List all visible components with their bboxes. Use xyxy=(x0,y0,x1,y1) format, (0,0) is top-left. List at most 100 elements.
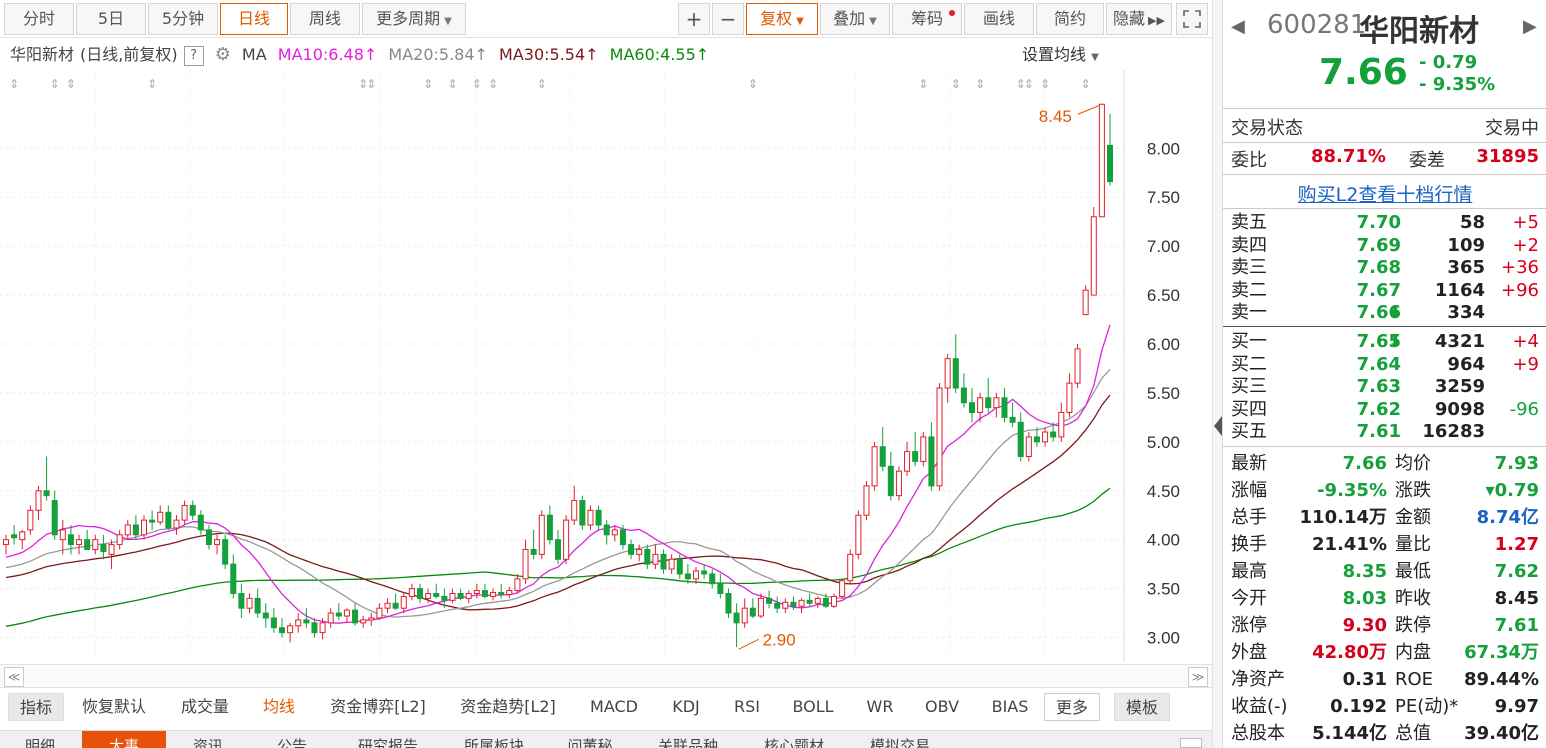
candle-body xyxy=(449,593,456,601)
candle-body xyxy=(335,612,342,617)
candle-body xyxy=(1001,397,1008,418)
high-annotation: 8.45 xyxy=(1039,107,1072,126)
stat-label: ROE xyxy=(1395,669,1434,690)
stock-code: 600281 xyxy=(1267,10,1367,40)
panel-toggle-button[interactable] xyxy=(1180,738,1202,748)
hide-button[interactable]: 隐藏 ▶▶ xyxy=(1106,3,1172,35)
indicator-ma[interactable]: 均线 xyxy=(262,697,295,716)
ma-settings-dropdown[interactable]: 设置均线 ▼ xyxy=(1022,44,1099,69)
candle-body xyxy=(936,387,943,487)
ask-row[interactable]: 卖一 7.66 ⬇ 334 xyxy=(1223,302,1546,325)
btab-sim[interactable]: 模拟交易 xyxy=(869,737,930,748)
btab-notice[interactable]: 公告 xyxy=(276,737,307,748)
tab-weekly[interactable]: 周线 xyxy=(290,3,360,35)
bid-row[interactable]: 买二 7.64 964 +9 xyxy=(1223,354,1546,377)
more-periods-dropdown[interactable]: 更多周期 ▼ xyxy=(362,3,466,35)
candle-body xyxy=(1090,216,1097,296)
btab-theme[interactable]: 核心题材 xyxy=(763,737,824,748)
btab-related[interactable]: 关联品种 xyxy=(657,737,718,748)
bid-row[interactable]: 买一 7.65 ⬇ 4321 +4 xyxy=(1223,331,1546,354)
candle-body xyxy=(733,612,740,624)
stat-label: 最新 xyxy=(1231,453,1267,474)
stat-row: 总股本 5.144亿 总值 39.40亿 xyxy=(1223,721,1546,748)
more-periods-label: 更多周期 xyxy=(376,9,441,28)
collapse-arrow-icon xyxy=(1214,416,1222,436)
scroll-right-button[interactable]: ≫ xyxy=(1188,667,1208,687)
btab-detail[interactable]: 明细 xyxy=(24,737,55,748)
stat-label: 总手 xyxy=(1231,507,1267,528)
tab-5day[interactable]: 5日 xyxy=(76,3,146,35)
fuquan-dropdown[interactable]: 复权 ▼ xyxy=(746,3,818,35)
btab-news[interactable]: 资讯 xyxy=(192,737,223,748)
order-price: 7.68 xyxy=(1356,257,1401,279)
stat-label: 净资产 xyxy=(1231,669,1285,690)
fullscreen-button[interactable] xyxy=(1176,3,1208,35)
btab-sector[interactable]: 所属板块 xyxy=(463,737,524,748)
stat-row: 换手 21.41% 量比 1.27 xyxy=(1223,532,1546,559)
indicator-wr[interactable]: WR xyxy=(866,697,894,716)
ma10-line xyxy=(5,324,1111,624)
gear-icon[interactable]: ⚙ xyxy=(214,44,231,65)
zoom-out-button[interactable]: − xyxy=(712,3,744,35)
overlay-dropdown[interactable]: 叠加 ▼ xyxy=(820,3,890,35)
btab-events[interactable]: 大事 xyxy=(82,731,166,748)
indicator-reset[interactable]: 恢复默认 xyxy=(81,697,146,716)
indicator-fund-trend[interactable]: 资金趋势[L2] xyxy=(460,697,556,716)
candle-body xyxy=(1042,431,1049,443)
zoom-in-button[interactable]: + xyxy=(678,3,710,35)
weibi-label: 委比 xyxy=(1231,150,1267,171)
ask-row[interactable]: 卖四 7.69 109 +2 xyxy=(1223,235,1546,258)
help-button[interactable]: ? xyxy=(183,46,204,66)
btab-ask[interactable]: 问董秘 xyxy=(567,737,613,748)
weicha-value: 31895 xyxy=(1476,146,1539,167)
indicator-more-button[interactable]: 更多 xyxy=(1044,693,1100,721)
candle-body xyxy=(376,607,383,619)
candle-body xyxy=(465,593,472,599)
candle-body xyxy=(912,451,919,462)
candle-body xyxy=(968,402,976,413)
order-price: 7.67 xyxy=(1356,279,1401,301)
chart-scrollbar[interactable]: ≪ ≫ xyxy=(0,664,1212,688)
simple-mode-button[interactable]: 简约 xyxy=(1036,3,1104,35)
y-tick-label: 7.50 xyxy=(1147,188,1180,207)
stat-row: 外盘 42.80万 内盘 67.34万 xyxy=(1223,640,1546,667)
panel-splitter[interactable] xyxy=(1212,0,1222,748)
indicator-volume[interactable]: 成交量 xyxy=(180,697,229,716)
ask-row[interactable]: 卖二 7.67 1164 +96 xyxy=(1223,280,1546,303)
ma30-value: MA30:5.54 xyxy=(499,45,586,64)
tab-5min[interactable]: 5分钟 xyxy=(148,3,218,35)
event-marker-icon: ⇕ xyxy=(423,77,433,91)
btab-research[interactable]: 研究报告 xyxy=(357,737,418,748)
next-stock-button[interactable]: ▶ xyxy=(1523,16,1537,37)
buy-l2-link[interactable]: 购买L2查看十档行情 xyxy=(1297,184,1473,206)
indicator-fund-game[interactable]: 资金博弈[L2] xyxy=(330,697,426,716)
draw-line-button[interactable]: 画线 xyxy=(964,3,1034,35)
chips-button[interactable]: 筹码 xyxy=(892,3,962,35)
indicator-obv[interactable]: OBV xyxy=(924,697,960,716)
ask-row[interactable]: 卖五 7.70 58 +5 xyxy=(1223,212,1546,235)
indicator-macd[interactable]: MACD xyxy=(590,697,638,716)
indicator-bias[interactable]: BIAS xyxy=(991,697,1029,716)
bid-row[interactable]: 买五 7.61 16283 xyxy=(1223,421,1546,444)
y-tick-label: 5.50 xyxy=(1147,384,1180,403)
indicator-kdj[interactable]: KDJ xyxy=(672,697,700,716)
ask-row[interactable]: 卖三 7.68 365 +36 xyxy=(1223,257,1546,280)
tab-fenshi[interactable]: 分时 xyxy=(4,3,74,35)
indicator-rsi[interactable]: RSI xyxy=(734,697,760,716)
divider xyxy=(1223,142,1546,143)
tab-daily[interactable]: 日线 xyxy=(220,3,288,35)
prev-stock-button[interactable]: ◀ xyxy=(1231,16,1245,37)
scroll-left-button[interactable]: ≪ xyxy=(4,667,24,687)
indicator-boll[interactable]: BOLL xyxy=(792,697,834,716)
bid-row[interactable]: 买四 7.62 9098 -96 xyxy=(1223,399,1546,422)
bid-row[interactable]: 买三 7.63 3259 xyxy=(1223,376,1546,399)
template-button[interactable]: 模板 xyxy=(1114,693,1170,721)
order-volume: 109 xyxy=(1447,234,1485,256)
candle-body xyxy=(132,524,139,536)
kline-chart[interactable]: 8.00 7.50 7.00 6.50 6.00 5.50 5.00 4.50 4.00 3.50… xyxy=(0,70,1212,662)
order-volume: 4321 xyxy=(1434,331,1485,352)
candle-body xyxy=(360,619,367,624)
indicator-tabs: 指标 恢复默认 成交量 均线 资金博弈[L2] 资金趋势[L2] MACD KD… xyxy=(0,690,1212,724)
candle-body xyxy=(230,563,237,595)
